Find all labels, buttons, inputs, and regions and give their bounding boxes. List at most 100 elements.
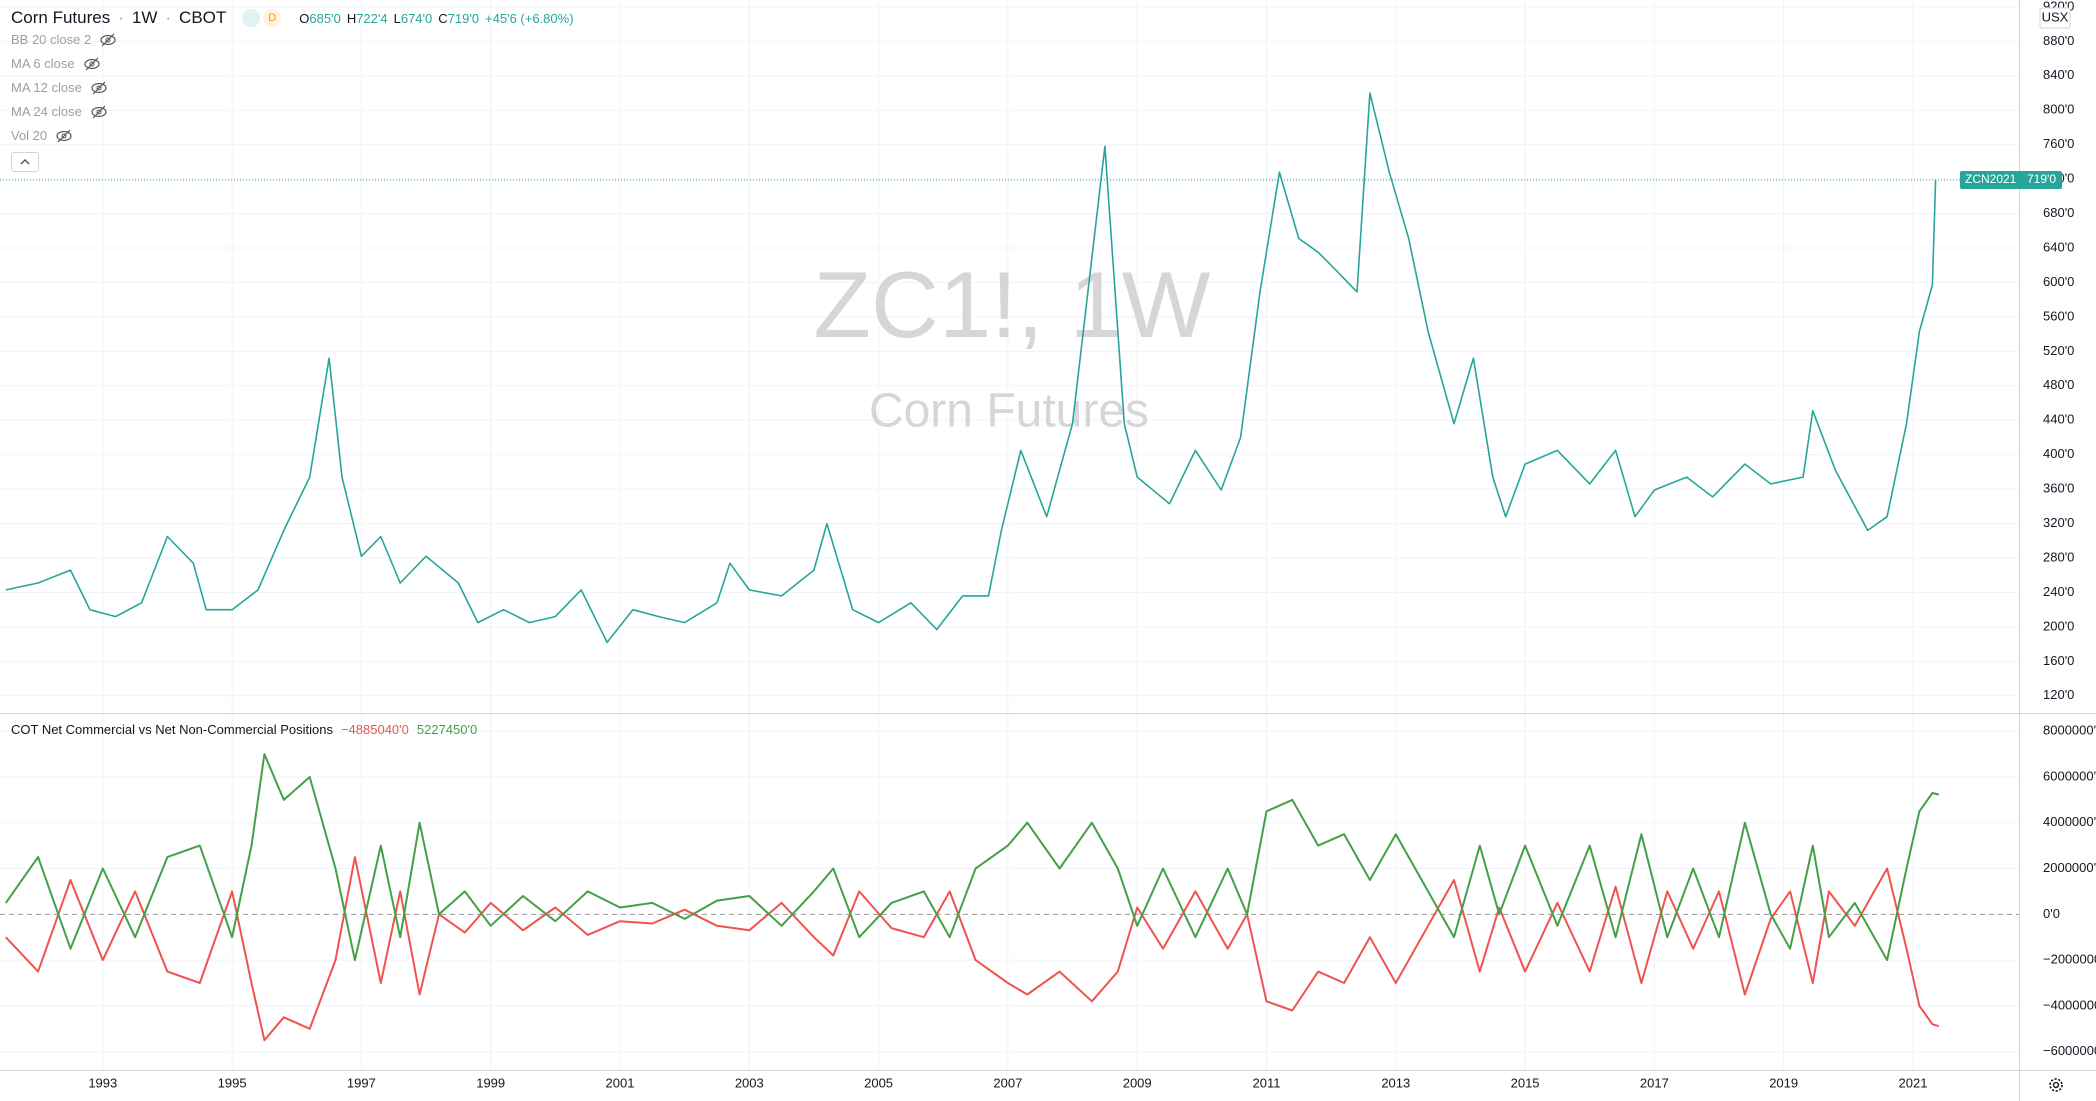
symbol[interactable]: Corn Futures xyxy=(11,8,111,27)
x-tick-label: 1995 xyxy=(218,1075,247,1090)
y-tick-label: 480'0 xyxy=(2043,377,2074,392)
legend-value: −4885040'0 xyxy=(340,722,409,737)
x-tick-label: 2011 xyxy=(1252,1075,1280,1090)
sep: · xyxy=(165,8,172,27)
currency-box xyxy=(2039,7,2071,29)
y-tick-label: 200'0 xyxy=(2043,618,2074,633)
price-badge-value: 719'0 xyxy=(2027,172,2056,186)
y-tick-label: 440'0 xyxy=(2043,412,2074,427)
x-tick-label: 2001 xyxy=(606,1075,635,1090)
ohlc-key: C xyxy=(438,10,448,26)
interval[interactable]: 1W xyxy=(131,8,158,27)
series-line xyxy=(4,753,1940,962)
x-tick-label: 2005 xyxy=(864,1075,893,1090)
y-tick-label: 320'0 xyxy=(2043,515,2074,530)
status-dot xyxy=(242,9,261,27)
y-tick-label: 4000000'0 xyxy=(2043,814,2096,829)
indicator-name: Vol 20 xyxy=(11,128,48,143)
ohlc-item: L674'0 xyxy=(394,11,433,26)
indicator[interactable]: MA 12 close xyxy=(11,80,108,95)
hidden-icon[interactable] xyxy=(83,57,101,71)
x-tick-label: 1993 xyxy=(88,1075,117,1090)
sep: · xyxy=(118,8,124,27)
gear xyxy=(2049,1078,2063,1092)
indicator[interactable]: Vol 20 xyxy=(11,128,73,143)
hidden-icon[interactable] xyxy=(90,81,108,95)
collapse-button[interactable] xyxy=(11,152,39,172)
indicator-name: BB 20 close 2 xyxy=(11,32,92,47)
indicator-name: MA 24 close xyxy=(11,104,82,119)
ohlc-key: L xyxy=(393,10,401,26)
x-tick-label: 2009 xyxy=(1123,1075,1152,1090)
x-tick-label: 2017 xyxy=(1640,1075,1669,1090)
watermark: ZC1!, 1W xyxy=(814,252,1211,357)
y-tick-label: 160'0 xyxy=(2043,653,2074,668)
x-tick-label: 2021 xyxy=(1899,1075,1928,1090)
y-tick-label: −4000000'0 xyxy=(2043,997,2096,1012)
indicator-name: MA 6 close xyxy=(11,56,75,71)
indicator[interactable]: MA 6 close xyxy=(11,56,101,71)
y-tick-label: 280'0 xyxy=(2043,549,2074,564)
y-tick-label: 800'0 xyxy=(2043,102,2074,117)
indicator-name: MA 12 close xyxy=(11,80,82,95)
exchange: CBOT xyxy=(179,8,227,27)
currency: USX xyxy=(2042,9,2069,24)
ohlc-value: 719'0 xyxy=(447,10,480,26)
status: D xyxy=(242,9,282,27)
ohlc-value: 722'4 xyxy=(356,10,388,26)
hidden-icon[interactable] xyxy=(90,105,108,119)
x-tick-label: 1999 xyxy=(476,1075,505,1090)
y-tick-label: 600'0 xyxy=(2043,274,2074,289)
ohlc-value: 685'0 xyxy=(309,10,341,26)
y-tick-label: 520'0 xyxy=(2043,343,2074,358)
legend-value: 5227450'0 xyxy=(416,722,478,737)
series-line xyxy=(5,92,1937,644)
series-line xyxy=(5,856,1940,1042)
indicator-legend: COT Net Commercial vs Net Non-Commercial… xyxy=(11,722,477,737)
y-tick-label: 680'0 xyxy=(2043,205,2074,220)
y-tick-label: 120'0 xyxy=(2043,687,2074,702)
chevron xyxy=(20,158,30,165)
x-tick-label: 2013 xyxy=(1381,1075,1410,1090)
y-tick-label: −2000000'0 xyxy=(2043,952,2096,967)
x-tick-label: 1997 xyxy=(347,1075,376,1090)
watermark: Corn Futures xyxy=(869,385,1149,438)
ohlc-item: C719'0 xyxy=(438,11,479,26)
x-tick-label: 2019 xyxy=(1769,1075,1798,1090)
y-tick-label: 360'0 xyxy=(2043,481,2074,496)
indicator[interactable]: MA 24 close xyxy=(11,104,108,119)
indicator-title: COT Net Commercial vs Net Non-Commercial… xyxy=(11,722,333,737)
indicator[interactable]: BB 20 close 2 xyxy=(11,32,117,47)
y-tick-label: 640'0 xyxy=(2043,239,2074,254)
x-tick-label: 2003 xyxy=(735,1075,764,1090)
y-tick-label: 840'0 xyxy=(2043,67,2074,82)
symbol-header: Corn Futures · 1W · CBOT D O685'0 H722'4 L67… xyxy=(11,8,574,28)
y-tick-label: 880'0 xyxy=(2043,33,2074,48)
x-tick-label: 2007 xyxy=(993,1075,1022,1090)
hidden-icon[interactable] xyxy=(55,129,73,143)
ohlc-change: +45'6 (+6.80%) xyxy=(485,10,574,26)
ohlc: O685'0 H722'4 L674'0 C719'0 +45'6 (+6.80%) xyxy=(299,11,573,26)
y-tick-label: 400'0 xyxy=(2043,446,2074,461)
y-tick-label: −6000000'0 xyxy=(2043,1043,2096,1058)
y-tick-label: 560'0 xyxy=(2043,308,2074,323)
settings-button[interactable] xyxy=(2049,1078,2063,1092)
ohlc-value: 674'0 xyxy=(400,10,433,26)
y-tick-label: 2000000'0 xyxy=(2043,860,2096,875)
delay-badge: D xyxy=(263,9,282,27)
x-tick-label: 2015 xyxy=(1511,1075,1540,1090)
hidden-icon[interactable] xyxy=(99,33,117,47)
y-tick-label: 6000000'0 xyxy=(2043,768,2096,783)
y-tick-label: 8000000'0 xyxy=(2043,723,2096,738)
y-tick-label: 240'0 xyxy=(2043,584,2074,599)
gear-hub xyxy=(2052,1081,2060,1089)
ohlc-item: H722'4 xyxy=(347,11,388,26)
price-badge-name: ZCN2021 xyxy=(1965,172,2017,186)
price-badge xyxy=(1960,170,2062,189)
ohlc-key: H xyxy=(346,10,357,26)
ohlc-key: O xyxy=(299,10,310,26)
ohlc-item: O685'0 xyxy=(299,11,341,26)
y-tick-label: 760'0 xyxy=(2043,136,2074,151)
